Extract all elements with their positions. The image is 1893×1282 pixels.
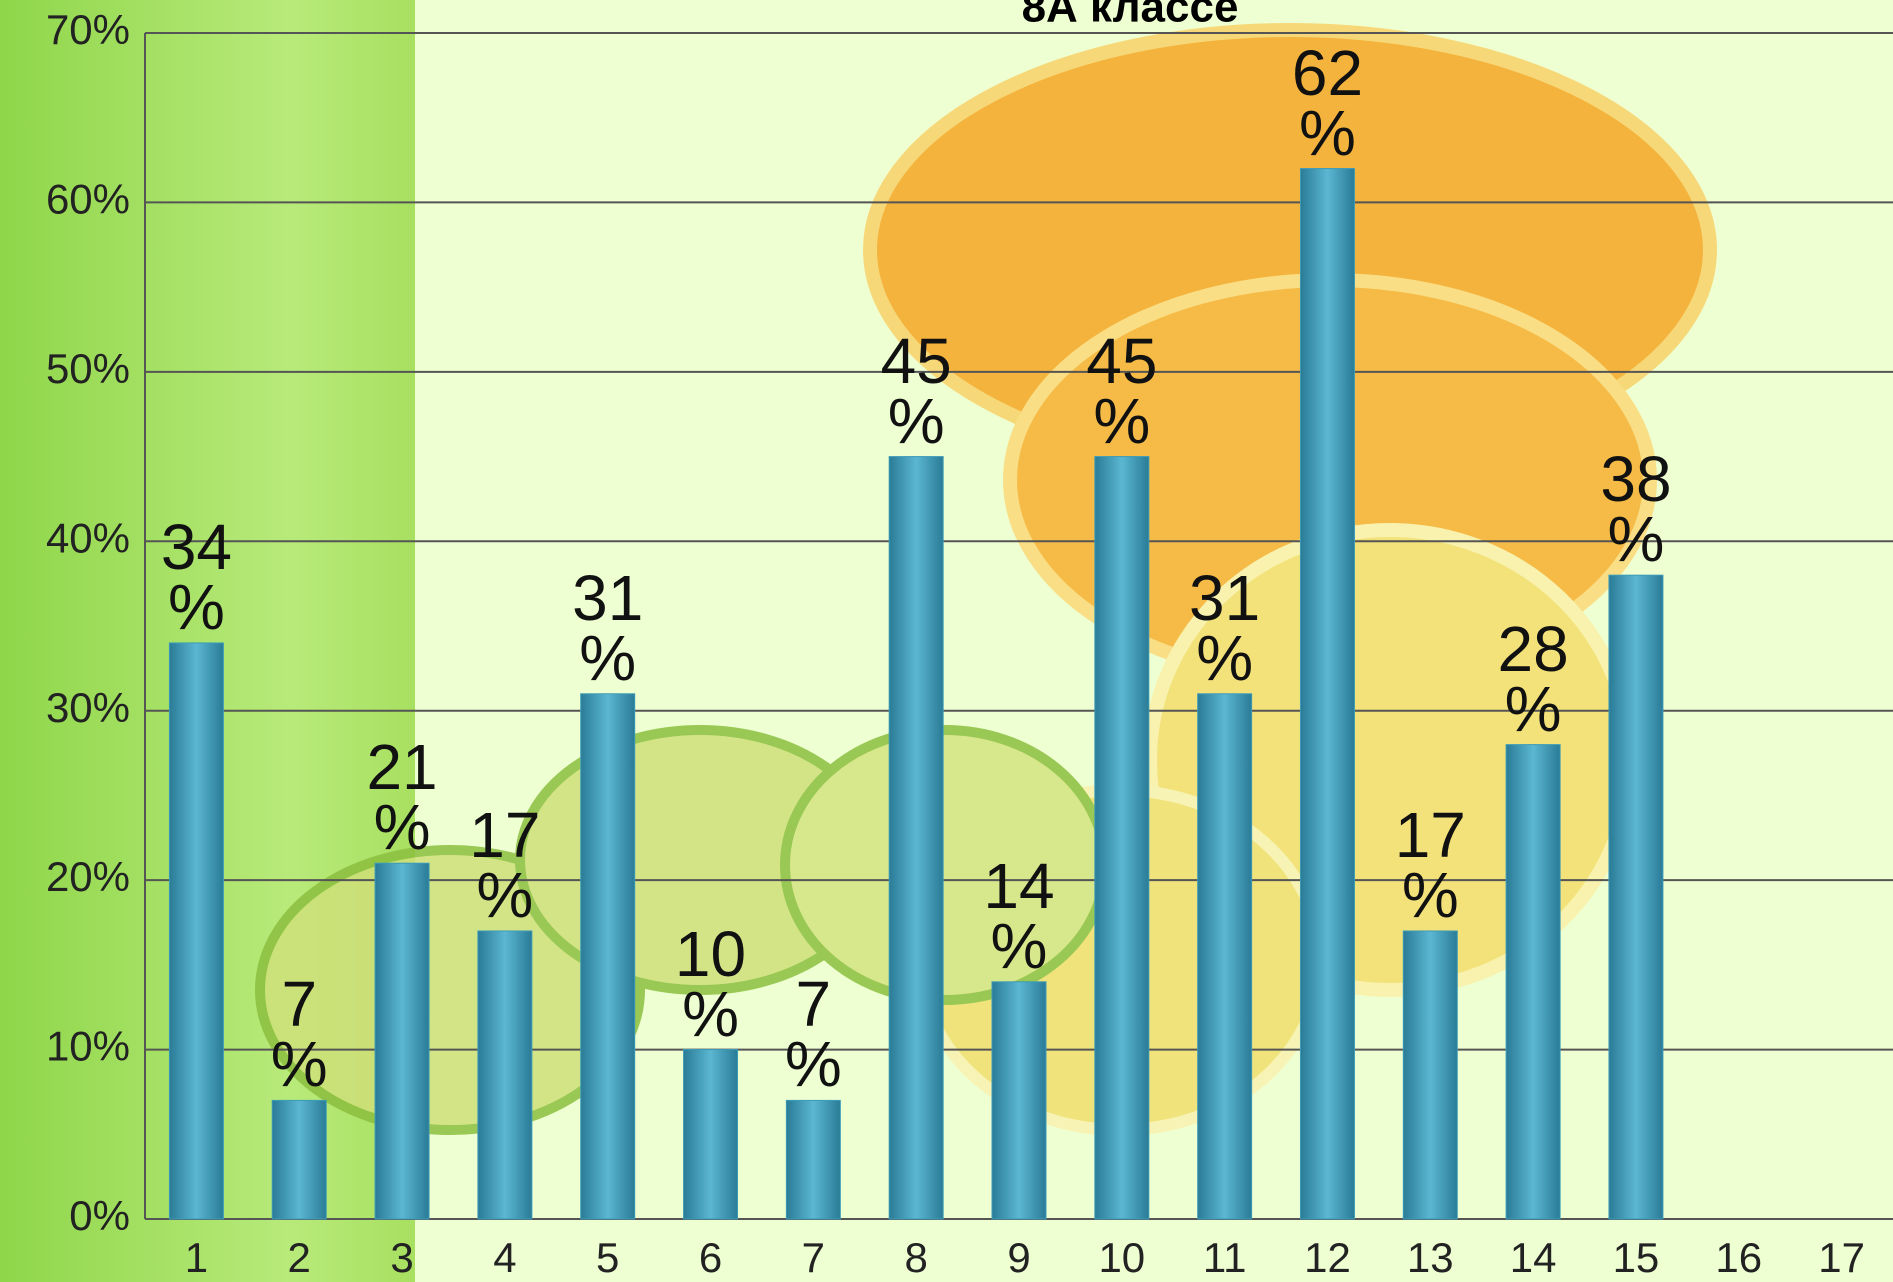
bar	[1505, 744, 1561, 1220]
x-tick-label: 8	[904, 1234, 927, 1281]
x-tick-label: 4	[493, 1234, 516, 1281]
value-label: 62 %	[1291, 36, 1364, 169]
value-label: 17 %	[1394, 798, 1466, 931]
y-tick-label: 0%	[69, 1192, 130, 1239]
bar	[477, 930, 533, 1220]
bar	[271, 1099, 327, 1220]
value-label: 31 %	[572, 561, 644, 694]
bar	[580, 693, 636, 1220]
y-tick-label: 20%	[46, 853, 130, 900]
x-tick-label: 16	[1715, 1234, 1762, 1281]
bar	[1197, 693, 1253, 1220]
x-tick-label: 9	[1007, 1234, 1030, 1281]
x-tick-label: 10	[1098, 1234, 1145, 1281]
x-tick-label: 12	[1304, 1234, 1351, 1281]
x-tick-label: 5	[596, 1234, 619, 1281]
value-label: 34 %	[160, 510, 232, 643]
value-label: 17 %	[469, 798, 541, 931]
bar	[785, 1099, 841, 1220]
y-tick-label: 10%	[46, 1023, 130, 1070]
x-tick-label: 2	[288, 1234, 311, 1281]
bar	[683, 1049, 739, 1220]
bar	[888, 456, 944, 1220]
value-label: 45 %	[880, 324, 952, 457]
value-label: 38 %	[1600, 443, 1672, 576]
value-label: 21 %	[366, 731, 438, 864]
bar	[991, 981, 1047, 1220]
x-tick-label: 1	[185, 1234, 208, 1281]
x-tick-label: 6	[699, 1234, 722, 1281]
x-tick-label: 13	[1407, 1234, 1454, 1281]
bar	[374, 862, 430, 1220]
bar	[168, 642, 224, 1220]
x-tick-label: 14	[1510, 1234, 1557, 1281]
x-tick-label: 17	[1818, 1234, 1865, 1281]
bar	[1094, 456, 1150, 1220]
value-label: 7 %	[270, 968, 328, 1101]
value-label: 7 %	[784, 968, 842, 1101]
bar	[1299, 168, 1355, 1220]
y-tick-label: 60%	[46, 176, 130, 223]
x-tick-label: 3	[390, 1234, 413, 1281]
y-tick-label: 70%	[46, 6, 130, 53]
value-label: 31 %	[1189, 561, 1261, 694]
x-tick-label: 11	[1203, 1234, 1247, 1281]
x-tick-label: 7	[802, 1234, 825, 1281]
y-tick-label: 30%	[46, 684, 130, 731]
value-label: 45 %	[1086, 324, 1158, 457]
value-label: 10 %	[674, 917, 747, 1050]
bar	[1402, 930, 1458, 1220]
y-tick-label: 40%	[46, 514, 130, 561]
y-tick-label: 50%	[46, 345, 130, 392]
chart-title: 8А классе	[1022, 0, 1239, 32]
value-label: 28 %	[1497, 612, 1569, 745]
value-label: 14 %	[983, 849, 1055, 982]
bar	[1608, 574, 1664, 1220]
x-tick-label: 15	[1613, 1234, 1660, 1281]
